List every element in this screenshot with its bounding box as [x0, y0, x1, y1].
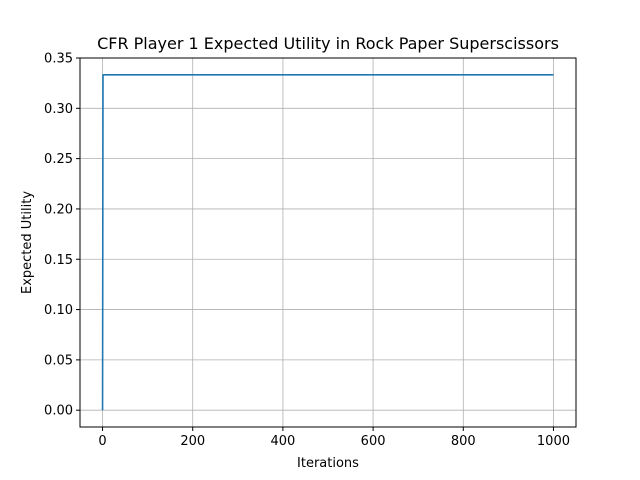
y-tick-label: 0.15 — [44, 253, 73, 268]
y-tick-label: 0.35 — [44, 52, 73, 67]
x-tick-label: 200 — [180, 434, 205, 449]
y-axis-label: Expected Utility — [20, 191, 35, 294]
y-tick-label: 0.30 — [44, 102, 73, 117]
y-tick-label: 0.00 — [44, 404, 73, 419]
axes-frame — [79, 57, 577, 428]
y-tick-label: 0.10 — [44, 303, 73, 318]
x-tick-label: 600 — [361, 434, 386, 449]
y-axis: 0.00 0.05 0.10 0.15 0.20 0.25 0.30 0.35 — [44, 52, 80, 419]
x-tick-label: 0 — [98, 434, 106, 449]
series-line — [101, 74, 554, 411]
x-axis: 0 200 400 600 800 1000 — [98, 427, 570, 449]
y-tick-label: 0.20 — [44, 202, 73, 217]
x-tick-label: 400 — [270, 434, 295, 449]
y-tick-label: 0.05 — [44, 353, 73, 368]
x-tick-label: 800 — [451, 434, 476, 449]
grid — [80, 57, 576, 427]
y-tick-label: 0.25 — [44, 152, 73, 167]
x-tick-label: 1000 — [537, 434, 570, 449]
chart-title: CFR Player 1 Expected Utility in Rock Pa… — [97, 34, 559, 53]
plot-area — [101, 74, 554, 411]
x-axis-label: Iterations — [297, 456, 359, 471]
